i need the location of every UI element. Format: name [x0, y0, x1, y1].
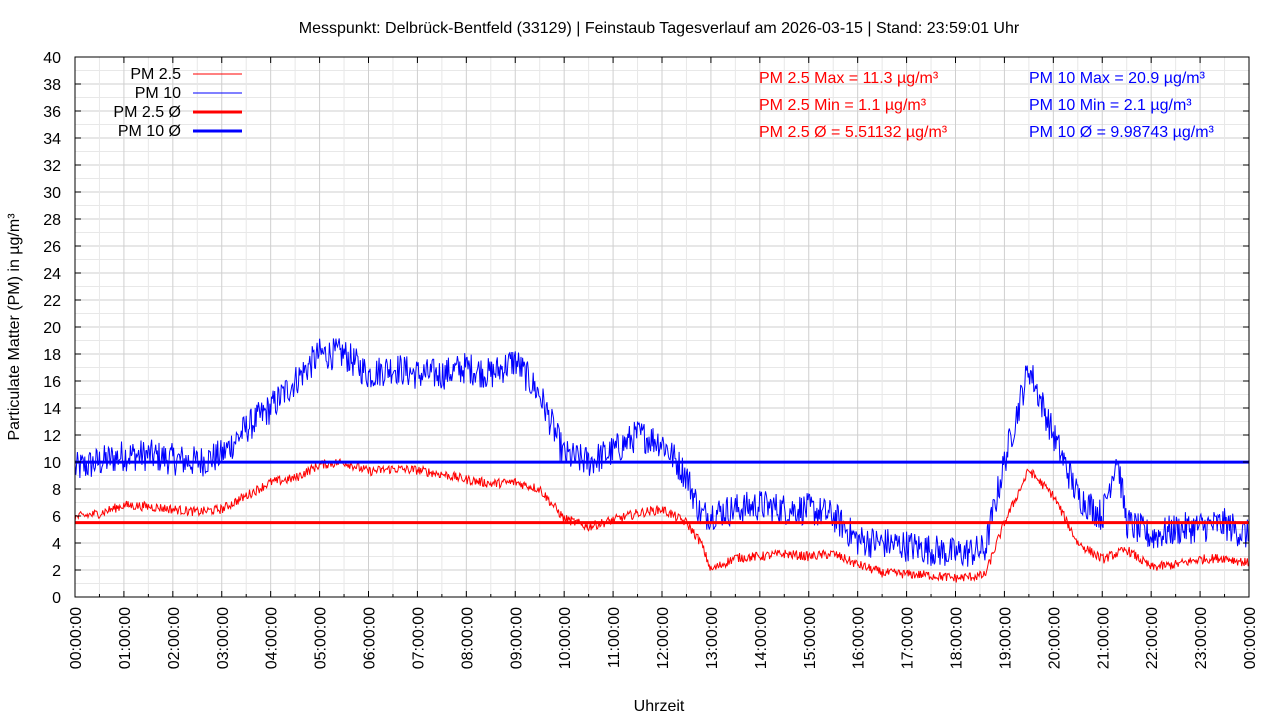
x-tick-label: 23:00:00 — [1193, 607, 1210, 669]
x-tick-label: 18:00:00 — [949, 607, 966, 669]
y-axis-label: Particulate Matter (PM) in µg/m³ — [6, 213, 23, 441]
x-tick-label: 16:00:00 — [851, 607, 868, 669]
y-tick-label: 0 — [52, 590, 61, 607]
series-lines — [74, 338, 1250, 583]
x-tick-label: 11:00:00 — [606, 607, 623, 668]
x-tick-label: 00:00:00 — [68, 607, 85, 669]
x-tick-label: 04:00:00 — [264, 607, 281, 669]
x-tick-label: 20:00:00 — [1046, 607, 1063, 669]
x-tick-label: 19:00:00 — [997, 607, 1014, 669]
legend-label-pm10: PM 10 — [135, 85, 181, 102]
y-tick-label: 2 — [52, 563, 61, 580]
y-tick-label: 26 — [43, 239, 61, 256]
y-tick-label: 32 — [43, 158, 61, 175]
chart-title: Messpunkt: Delbrück-Bentfeld (33129) | F… — [299, 20, 1020, 37]
legend: PM 2.5 PM 10 PM 2.5 Ø PM 10 Ø — [113, 66, 242, 140]
pm25-avg-label: PM 2.5 Ø = 5.51132 µg/m³ — [759, 124, 948, 141]
x-tick-label: 10:00:00 — [557, 607, 574, 669]
average-lines — [75, 460, 1249, 525]
y-tick-label: 22 — [43, 293, 61, 310]
x-tick-label: 07:00:00 — [410, 607, 427, 669]
x-tick-label: 12:00:00 — [655, 607, 672, 669]
y-tick-label: 16 — [43, 374, 61, 391]
pm10-avg-label: PM 10 Ø = 9.98743 µg/m³ — [1029, 124, 1215, 141]
x-tick-label: 00:00:00 — [1242, 607, 1259, 669]
y-tick-label: 10 — [43, 455, 61, 472]
x-tick-label: 05:00:00 — [313, 607, 330, 669]
x-axis-label: Uhrzeit — [634, 698, 685, 715]
pm25-min-label: PM 2.5 Min = 1.1 µg/m³ — [759, 97, 927, 114]
y-tick-label: 6 — [52, 509, 61, 526]
y-tick-label: 36 — [43, 104, 61, 121]
x-tick-label: 21:00:00 — [1095, 607, 1112, 669]
y-tick-label: 20 — [43, 320, 61, 337]
pm25-line — [74, 457, 1250, 583]
y-tick-label: 12 — [43, 428, 61, 445]
y-tick-label: 30 — [43, 185, 61, 202]
axis-ticks: 024681012141618202224262830323436384000:… — [43, 50, 1259, 669]
pm25-max-label: PM 2.5 Max = 11.3 µg/m³ — [759, 70, 939, 87]
x-tick-label: 01:00:00 — [117, 607, 134, 669]
x-tick-label: 02:00:00 — [166, 607, 183, 669]
x-tick-label: 17:00:00 — [900, 607, 917, 669]
legend-label-pm25-avg: PM 2.5 Ø — [113, 104, 181, 121]
pm10-max-label: PM 10 Max = 20.9 µg/m³ — [1029, 70, 1206, 87]
y-tick-label: 28 — [43, 212, 61, 229]
x-tick-label: 06:00:00 — [362, 607, 379, 669]
legend-label-pm10-avg: PM 10 Ø — [118, 123, 181, 140]
x-tick-label: 08:00:00 — [459, 607, 476, 669]
statistics-annotations: PM 2.5 Max = 11.3 µg/m³ PM 2.5 Min = 1.1… — [759, 70, 1215, 141]
x-tick-label: 14:00:00 — [753, 607, 770, 669]
legend-label-pm25: PM 2.5 — [130, 66, 181, 83]
x-tick-label: 13:00:00 — [704, 607, 721, 669]
y-tick-label: 34 — [43, 131, 61, 148]
x-tick-label: 15:00:00 — [802, 607, 819, 669]
x-tick-label: 03:00:00 — [215, 607, 232, 669]
y-tick-label: 18 — [43, 347, 61, 364]
x-tick-label: 22:00:00 — [1144, 607, 1161, 669]
pm10-line — [74, 338, 1250, 567]
x-tick-label: 09:00:00 — [508, 607, 525, 669]
y-tick-label: 24 — [43, 266, 61, 283]
y-tick-label: 4 — [52, 536, 61, 553]
pm10-min-label: PM 10 Min = 2.1 µg/m³ — [1029, 97, 1192, 114]
y-tick-label: 8 — [52, 482, 61, 499]
y-tick-label: 14 — [43, 401, 61, 418]
y-tick-label: 40 — [43, 50, 61, 67]
y-tick-label: 38 — [43, 77, 61, 94]
